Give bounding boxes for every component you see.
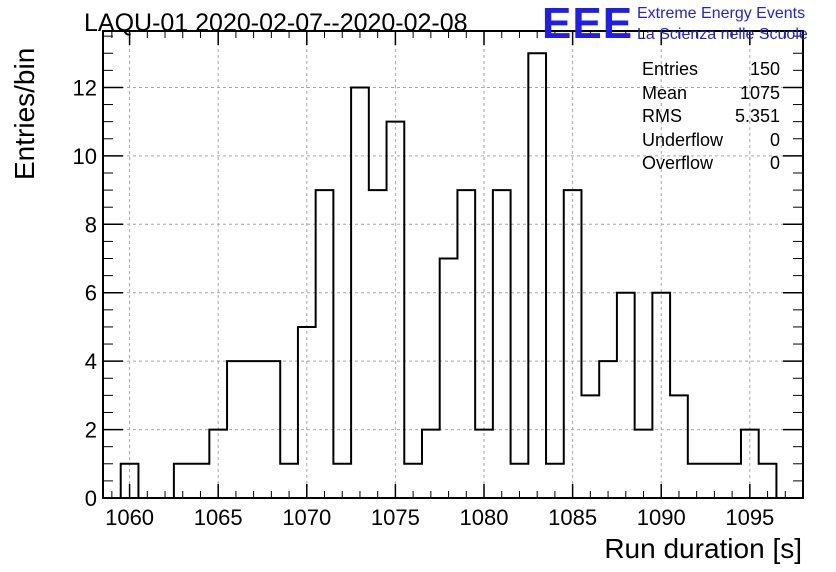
histogram-bin bbox=[369, 190, 387, 498]
histogram-bin bbox=[723, 464, 741, 498]
stat-value: 5.351 bbox=[734, 106, 780, 126]
histogram-bin bbox=[670, 395, 688, 498]
stat-row-entries: Entries 150 bbox=[642, 58, 780, 82]
histogram-bin bbox=[759, 464, 777, 498]
histogram-bin bbox=[174, 464, 192, 498]
histogram-bin bbox=[440, 259, 458, 498]
histogram-bin bbox=[209, 430, 227, 498]
histogram-bin bbox=[121, 464, 139, 498]
histogram-bin bbox=[262, 361, 280, 498]
histogram-bin bbox=[387, 122, 405, 498]
x-tick-label: 1095 bbox=[725, 505, 774, 530]
x-tick-label: 1060 bbox=[105, 505, 154, 530]
y-axis-label: Entries/bin bbox=[9, 47, 40, 180]
y-tick-label: 4 bbox=[85, 349, 97, 374]
stat-label: Mean bbox=[642, 82, 688, 103]
logo-line-2: La Scienza nelle Scuole bbox=[637, 26, 808, 43]
eee-logo: EEE Extreme Energy Events La Scienza nel… bbox=[542, 0, 808, 48]
stat-label: Underflow bbox=[642, 129, 724, 150]
histogram-bin bbox=[245, 361, 263, 498]
histogram-bin bbox=[528, 53, 546, 498]
eee-logo-mark: EEE bbox=[542, 0, 634, 48]
stat-value: 0 bbox=[769, 129, 780, 150]
stat-label: Entries bbox=[642, 59, 699, 79]
y-tick-label: 10 bbox=[73, 144, 97, 169]
axis-ticks bbox=[103, 31, 804, 499]
histogram-bin bbox=[581, 395, 599, 498]
x-tick-label: 1090 bbox=[637, 505, 686, 530]
x-axis-label: Run duration [s] bbox=[604, 533, 802, 564]
y-tick-label: 12 bbox=[73, 75, 97, 100]
histogram-bin bbox=[280, 464, 298, 498]
x-tick-label: 1065 bbox=[194, 505, 243, 530]
x-tick-label: 1080 bbox=[460, 505, 509, 530]
stats-box: Entries 150 Mean 1075 RMS 5.351 Underflo… bbox=[642, 58, 780, 176]
histogram-bin bbox=[652, 293, 670, 498]
histogram-bin bbox=[457, 190, 475, 498]
y-tick-label: 8 bbox=[85, 212, 97, 237]
histogram-bin bbox=[546, 464, 564, 498]
histogram-bin bbox=[404, 464, 422, 498]
histogram-bin bbox=[688, 464, 706, 498]
stat-label: Overflow bbox=[642, 153, 714, 173]
stat-value: 0 bbox=[769, 153, 780, 173]
stat-label: RMS bbox=[642, 106, 682, 126]
histogram-bin bbox=[227, 361, 245, 498]
x-tick-label: 1070 bbox=[282, 505, 331, 530]
x-tick-label: 1085 bbox=[548, 505, 597, 530]
histogram-outline bbox=[119, 52, 778, 498]
histogram-bin bbox=[599, 361, 617, 498]
histogram-bin bbox=[192, 464, 210, 498]
chart-title: LAQU-01 2020-02-07--2020-02-08 bbox=[84, 9, 468, 37]
histogram-bin bbox=[493, 190, 511, 498]
stat-row-overflow: Overflow 0 bbox=[642, 152, 780, 176]
grid bbox=[103, 31, 803, 498]
stat-row-mean: Mean 1075 bbox=[642, 82, 780, 106]
stat-row-underflow: Underflow 0 bbox=[642, 129, 780, 153]
stat-value: 1075 bbox=[739, 82, 780, 103]
histogram-bin bbox=[635, 430, 653, 498]
stat-row-rms: RMS 5.351 bbox=[642, 105, 780, 129]
tick-labels: 1060 1065 1070 1075 1080 1085 1090 1095 0 2 4 6 8 10 1… bbox=[73, 75, 775, 530]
x-tick-label: 1075 bbox=[371, 505, 420, 530]
histogram-bin bbox=[617, 293, 635, 498]
histogram-bin bbox=[316, 190, 334, 498]
histogram-bin bbox=[475, 430, 493, 498]
y-tick-label: 0 bbox=[85, 486, 97, 511]
histogram-bin bbox=[741, 430, 759, 498]
histogram-bin bbox=[706, 464, 724, 498]
y-tick-label: 6 bbox=[85, 281, 97, 306]
histogram-bin bbox=[333, 464, 351, 498]
y-tick-label: 2 bbox=[85, 418, 97, 443]
logo-line-1: Extreme Energy Events bbox=[637, 5, 806, 22]
histogram-bin bbox=[422, 430, 440, 498]
stat-value: 150 bbox=[749, 59, 780, 79]
plot-frame bbox=[102, 30, 804, 499]
histogram-bin bbox=[564, 190, 582, 498]
histogram-bin bbox=[511, 464, 529, 498]
histogram-bin bbox=[298, 327, 316, 498]
histogram-bin bbox=[351, 87, 369, 498]
